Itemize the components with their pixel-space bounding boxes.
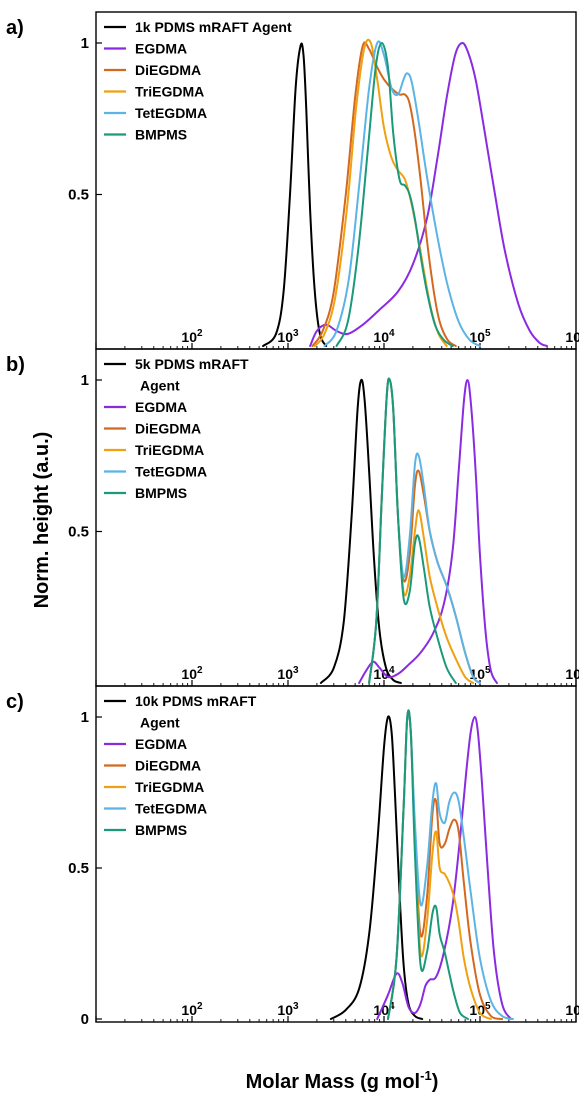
y-tick-label: 0.5: [68, 187, 89, 204]
x-tick-label: 105: [469, 328, 491, 345]
panel-c-frame: [95, 685, 577, 1023]
y-tick-label: 1: [81, 372, 89, 389]
x-axis-label-main: Molar Mass (g mol: [246, 1071, 420, 1093]
y-axis-label: Norm. height (a.u.): [31, 432, 53, 609]
x-tick-label: 102: [181, 1001, 203, 1018]
legend-entry: TriEGDMA: [135, 779, 204, 795]
legend-entry: BMPMS: [135, 822, 187, 838]
x-tick-label: 103: [277, 328, 299, 345]
x-axis-label-tail: ): [432, 1071, 439, 1093]
series-group: [319, 377, 498, 684]
series-line-bmpms: [387, 709, 469, 1020]
legend-entry: TriEGDMA: [135, 442, 204, 458]
x-tick-label: 104: [373, 328, 395, 345]
legend-entry: TriEGDMA: [135, 84, 204, 100]
legend-entry: Agent: [140, 378, 180, 394]
x-tick-label: 105: [469, 1001, 491, 1018]
series-group: [329, 709, 514, 1020]
series-line-tetegdma: [323, 40, 481, 347]
legend-entry: DiEGDMA: [135, 62, 201, 78]
series-line-egdma: [358, 379, 498, 684]
y-tick-label: 1: [81, 35, 89, 52]
legend-entry: 1k PDMS mRAFT Agent: [135, 19, 292, 35]
series-line-bmpms: [368, 377, 457, 684]
series-line-bmpms: [335, 42, 454, 347]
panel-c-tag: c): [6, 691, 24, 713]
y-tick-label: 0.5: [68, 860, 89, 877]
legend-entry: TetEGDMA: [135, 464, 207, 480]
legend-entry: Agent: [140, 715, 180, 731]
x-tick-label: 103: [277, 665, 299, 682]
x-tick-label: 102: [181, 328, 203, 345]
legend-entry: DiEGDMA: [135, 758, 201, 774]
legend-entry: EGDMA: [135, 399, 187, 415]
x-axis-label-superscript: -1: [420, 1068, 432, 1083]
panel-b-tag: b): [6, 354, 25, 376]
x-tick-label: 104: [373, 665, 395, 682]
x-tick-label: 102: [181, 665, 203, 682]
legend-entry: TetEGDMA: [135, 801, 207, 817]
series-line-tetegdma: [387, 710, 514, 1020]
series-group: [262, 38, 549, 347]
legend-entry: TetEGDMA: [135, 105, 207, 121]
series-line-black: [319, 378, 402, 684]
legend-entry: 5k PDMS mRAFT: [135, 356, 249, 372]
y-tick-label: 1: [81, 709, 89, 726]
series-line-diegdma: [311, 41, 457, 347]
legend-entry: DiEGDMA: [135, 421, 201, 437]
x-tick-label: 106: [565, 665, 579, 682]
x-tick-label: 106: [565, 1001, 579, 1018]
y-tick-label: 0.5: [68, 524, 89, 541]
series-line-black: [262, 42, 328, 347]
series-line-triegdma: [313, 38, 448, 347]
x-axis-label: Molar Mass (g mol-1): [246, 1068, 439, 1093]
legend-entry: 10k PDMS mRAFT: [135, 693, 257, 709]
legend-entry: BMPMS: [135, 127, 187, 143]
series-line-egdma: [376, 716, 512, 1020]
legend-entry: EGDMA: [135, 41, 187, 57]
legend-entry: BMPMS: [135, 485, 187, 501]
series-line-black: [329, 715, 424, 1020]
x-tick-label: 103: [277, 1001, 299, 1018]
panel-a: a) 102 103 104 105 106 0.5 1 1k PDMS mRAFT Agent…: [6, 11, 579, 350]
panel-a-tag: a): [6, 17, 24, 39]
y-tick-label: 0: [81, 1011, 89, 1028]
legend-entry: EGDMA: [135, 736, 187, 752]
x-tick-label: 106: [565, 328, 579, 345]
